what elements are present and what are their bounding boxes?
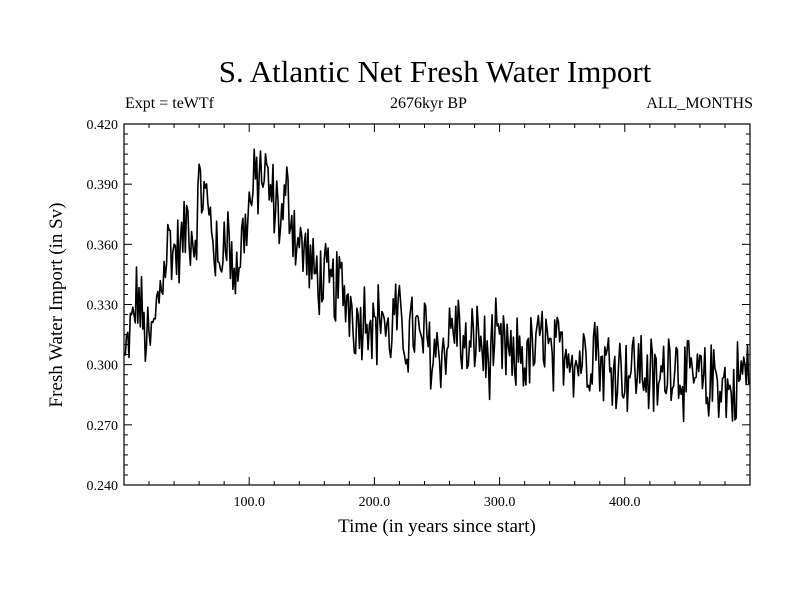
- x-tick-label: 300.0: [484, 495, 516, 510]
- chart-title: S. Atlantic Net Fresh Water Import: [218, 54, 652, 89]
- months-label: ALL_MONTHS: [646, 95, 753, 112]
- plot-frame: [123, 123, 751, 486]
- tick-labels: 100.0 200.0 300.0 400.0 0.240 0.270 0.300 0.330…: [87, 118, 641, 510]
- x-tick-label: 200.0: [359, 495, 391, 510]
- y-axis-label: Fresh Water Import (in Sv): [46, 203, 67, 408]
- y-tick-label: 0.390: [87, 178, 119, 193]
- y-tick-label: 0.330: [87, 299, 119, 314]
- y-tick-label: 0.270: [87, 419, 119, 434]
- y-tick-label: 0.300: [87, 359, 119, 374]
- series-line: [124, 148, 750, 423]
- axis-ticks: [124, 124, 750, 485]
- x-tick-label: 100.0: [233, 495, 265, 510]
- time-period-label: 2676kyr BP: [390, 95, 467, 112]
- x-axis-label: Time (in years since start): [338, 516, 536, 537]
- y-tick-label: 0.360: [87, 238, 119, 253]
- y-tick-label: 0.420: [87, 118, 119, 133]
- x-tick-label: 400.0: [609, 495, 641, 510]
- y-tick-label: 0.240: [87, 479, 119, 494]
- experiment-label: Expt = teWTf: [125, 95, 214, 112]
